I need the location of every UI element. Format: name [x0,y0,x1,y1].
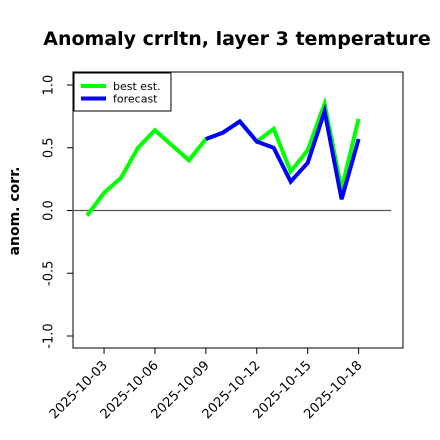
y-tick-label: 0.5 [42,137,57,158]
y-tick-label: -1.0 [42,323,57,348]
chart-title: Anomaly crrltn, layer 3 temperature [43,28,431,50]
legend: best est.forecast [73,72,172,112]
legend-label: best est. [113,80,161,93]
legend-box [73,72,172,112]
series-group [85,96,361,217]
y-axis: -1.0 -0.5 0.0 0.5 1.0 [42,75,73,349]
legend-label: forecast [113,93,158,106]
y-tick-label: 1.0 [42,75,57,96]
series-line-0 [85,96,361,217]
x-axis: 2025-10-032025-10-062025-10-092025-10-12… [47,348,365,422]
y-tick-label: -0.5 [42,261,57,286]
y-axis-label: anom. corr. [7,167,23,256]
y-tick-label: 0.0 [42,200,57,221]
series-line-1 [205,103,361,200]
